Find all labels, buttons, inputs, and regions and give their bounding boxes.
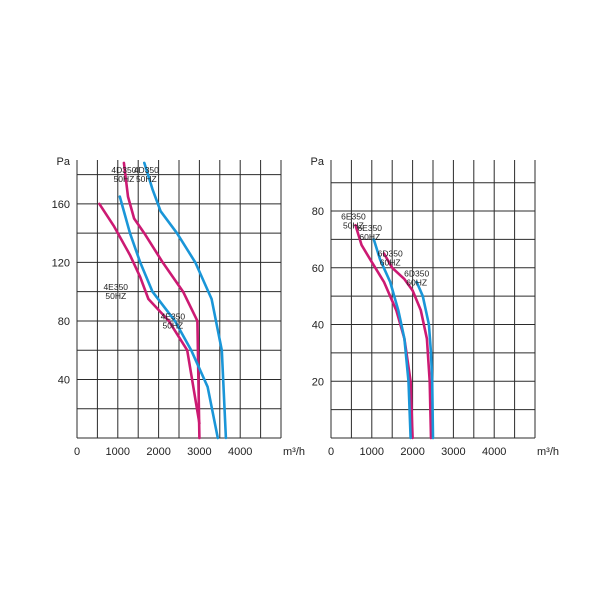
series-line-4d350-60hz xyxy=(143,161,228,440)
series-line-4e350-60hz xyxy=(118,195,220,440)
curve-label-line: 50HZ xyxy=(114,174,135,184)
curve-label-line: 60HZ xyxy=(406,277,427,287)
y-tick-label: 40 xyxy=(312,320,324,332)
curve-label: 4E350 50HZ xyxy=(161,311,186,330)
x-tick-label: 2000 xyxy=(400,446,424,458)
y-tick-label: 20 xyxy=(312,376,324,388)
curve-label-line: 50HZ xyxy=(343,221,364,231)
series-line-6e350-60hz xyxy=(372,238,412,440)
x-tick-label: 0 xyxy=(328,446,334,458)
y-tick-label: 80 xyxy=(58,316,70,328)
curve-label: 6D350 60HZ xyxy=(404,268,429,287)
curve-label: 6D350 60HZ xyxy=(378,248,403,267)
curve-label-line: 4D350 xyxy=(134,165,159,175)
x-tick-label: 0 xyxy=(74,446,80,458)
x-tick-label: 3000 xyxy=(187,446,211,458)
curve-label: 4D350 50HZ xyxy=(111,165,136,184)
curve-label-line: 6E350 xyxy=(341,212,366,222)
x-tick-label: 4000 xyxy=(482,446,506,458)
x-axis-label: m³/h xyxy=(283,446,305,458)
series-line-6d350-50hz xyxy=(382,252,433,440)
y-tick-label: 40 xyxy=(58,374,70,386)
curve-label-line: 4E350 xyxy=(161,311,186,321)
chart-right: 0 1000 2000 3000 4000 20 40 60 80 Pa m³/h 6E350 50HZ… xyxy=(311,156,559,458)
grid xyxy=(76,160,282,439)
y-tick-label: 120 xyxy=(52,257,70,269)
curve-label-line: 60HZ xyxy=(380,257,401,267)
y-tick-label: 80 xyxy=(312,206,324,218)
curve-label: 6E350 50HZ xyxy=(341,212,366,231)
x-tick-label: 2000 xyxy=(146,446,170,458)
curve-label-line: 6D350 xyxy=(378,248,403,258)
y-tick-label: 60 xyxy=(312,263,324,275)
series-line-4d350-50hz xyxy=(122,161,201,440)
curve-label-line: 50HZ xyxy=(105,291,126,301)
x-tick-label: 1000 xyxy=(106,446,130,458)
curve-label-line: 4E350 xyxy=(103,282,128,292)
y-tick-label: 160 xyxy=(52,199,70,211)
curve-label: 6E350 60HZ xyxy=(357,223,382,242)
x-tick-label: 3000 xyxy=(441,446,465,458)
curve-label-line: 50HZ xyxy=(162,320,183,330)
x-tick-label: 1000 xyxy=(360,446,384,458)
grid xyxy=(330,160,536,439)
series-line-4e350-50hz xyxy=(98,202,201,425)
curve-label-line: 6E350 xyxy=(357,223,382,233)
curve-label-line: 6D350 xyxy=(404,268,429,278)
curve-label-line: 50HZ xyxy=(136,174,157,184)
curve-label: 4D350 50HZ xyxy=(134,165,159,184)
series-line-6d350-60hz xyxy=(415,280,435,440)
y-axis-label: Pa xyxy=(57,156,71,168)
series-line-6e350-50hz xyxy=(354,223,414,440)
x-tick-label: 4000 xyxy=(228,446,252,458)
curve-label-line: 60HZ xyxy=(359,232,380,242)
y-axis-label: Pa xyxy=(311,156,325,168)
curve-label: 4E350 50HZ xyxy=(103,282,128,301)
x-axis-label: m³/h xyxy=(537,446,559,458)
curve-label-line: 4D350 xyxy=(111,165,136,175)
